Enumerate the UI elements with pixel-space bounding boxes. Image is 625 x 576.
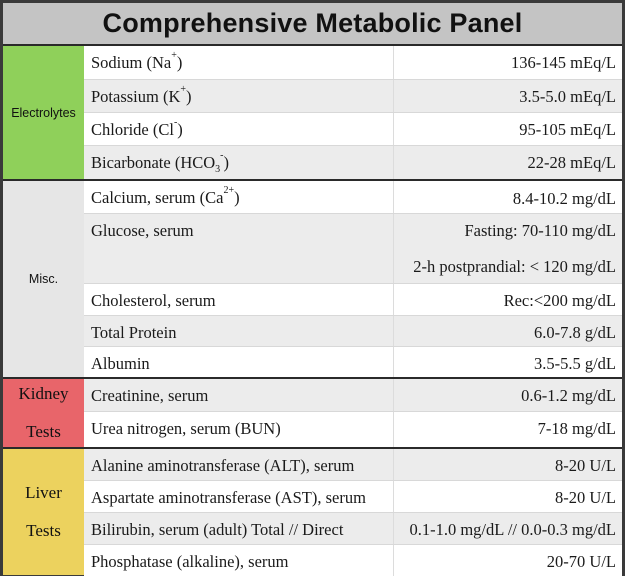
test-name: Aspartate aminotransferase (AST), serum	[91, 488, 366, 507]
section-misc: Misc. Calcium, serum (Ca2+) 8.4-10.2 mg/…	[3, 179, 622, 378]
reference-range: 20-70 U/L	[546, 552, 616, 571]
test-name: Bilirubin, serum (adult) Total // Direct	[91, 520, 344, 539]
category-label: Electrolytes	[11, 105, 76, 120]
table-row: Alanine aminotransferase (ALT), serum 8-…	[84, 449, 622, 480]
section-electrolytes: Electrolytes Sodium (Na+) 136-145 mEq/L …	[3, 46, 622, 180]
test-name: Bicarbonate (HCO3-)	[91, 150, 230, 175]
reference-range: 95-105 mEq/L	[519, 120, 616, 139]
category-label-line1: Liver	[25, 483, 62, 502]
reference-range: 3.5-5.5 g/dL	[533, 354, 616, 373]
reference-range: 3.5-5.0 mEq/L	[519, 87, 616, 106]
table-row: Calcium, serum (Ca2+) 8.4-10.2 mg/dL	[84, 181, 622, 213]
table-row: Sodium (Na+) 136-145 mEq/L	[84, 46, 622, 79]
reference-range: 22-28 mEq/L	[527, 153, 616, 172]
category-label: Misc.	[28, 272, 59, 286]
panel-title: Comprehensive Metabolic Panel	[3, 3, 622, 46]
test-name: Calcium, serum (Ca2+)	[91, 185, 240, 207]
section-liver: Liver Tests Alanine aminotransferase (AL…	[3, 447, 622, 576]
table-row: Cholesterol, serum Rec:<200 mg/dL	[84, 283, 622, 315]
table-row: Bicarbonate (HCO3-) 22-28 mEq/L	[84, 145, 622, 180]
category-electrolytes: Electrolytes	[3, 46, 84, 179]
reference-range: 7-18 mg/dL	[537, 419, 616, 438]
category-kidney-tests: Kidney Tests	[3, 379, 84, 447]
test-name: Glucose, serum	[91, 221, 194, 240]
test-name: Total Protein	[91, 323, 177, 342]
reference-range: 136-145 mEq/L	[511, 53, 616, 72]
test-name: Sodium (Na+)	[91, 50, 183, 72]
test-name: Alanine aminotransferase (ALT), serum	[91, 456, 355, 475]
table-row: Bilirubin, serum (adult) Total // Direct…	[84, 512, 622, 545]
test-name: Creatinine, serum	[91, 386, 209, 405]
table-row: Aspartate aminotransferase (AST), serum …	[84, 480, 622, 513]
table-row: Glucose, serum Fasting: 70-110 mg/dL 2-h…	[84, 213, 622, 284]
table-row: Total Protein 6.0-7.8 g/dL	[84, 315, 622, 347]
category-label-line1: Kidney	[18, 384, 69, 403]
test-name: Urea nitrogen, serum (BUN)	[91, 419, 281, 438]
table-row: Creatinine, serum 0.6-1.2 mg/dL	[84, 379, 622, 411]
table-row: Phosphatase (alkaline), serum 20-70 U/L	[84, 544, 622, 576]
table-row: Urea nitrogen, serum (BUN) 7-18 mg/dL	[84, 411, 622, 448]
category-misc: Misc.	[3, 181, 84, 377]
test-name: Chloride (Cl-)	[91, 117, 183, 139]
test-name: Phosphatase (alkaline), serum	[91, 552, 289, 571]
table-row: Potassium (K+) 3.5-5.0 mEq/L	[84, 79, 622, 112]
reference-range: 8-20 U/L	[555, 456, 616, 475]
table-row: Albumin 3.5-5.5 g/dL	[84, 346, 622, 378]
reference-range: Rec:<200 mg/dL	[503, 291, 616, 310]
reference-range-fasting: Fasting: 70-110 mg/dL	[464, 221, 616, 240]
table-row: Chloride (Cl-) 95-105 mEq/L	[84, 112, 622, 145]
reference-range: 0.6-1.2 mg/dL	[521, 386, 616, 405]
category-label-line2: Tests	[26, 521, 61, 540]
section-kidney: Kidney Tests Creatinine, serum 0.6-1.2 m…	[3, 377, 622, 448]
reference-range: 8.4-10.2 mg/dL	[512, 189, 616, 208]
category-liver-tests: Liver Tests	[3, 449, 84, 575]
reference-range: 0.1-1.0 mg/dL // 0.0-0.3 mg/dL	[409, 520, 616, 539]
test-name: Cholesterol, serum	[91, 291, 216, 310]
reference-range: 8-20 U/L	[555, 488, 616, 507]
category-label-line2: Tests	[26, 422, 61, 441]
test-name: Albumin	[91, 354, 150, 373]
reference-range-postprandial: 2-h postprandial: < 120 mg/dL	[413, 257, 616, 276]
test-name: Potassium (K+)	[91, 84, 192, 106]
reference-range: 6.0-7.8 g/dL	[533, 323, 616, 342]
